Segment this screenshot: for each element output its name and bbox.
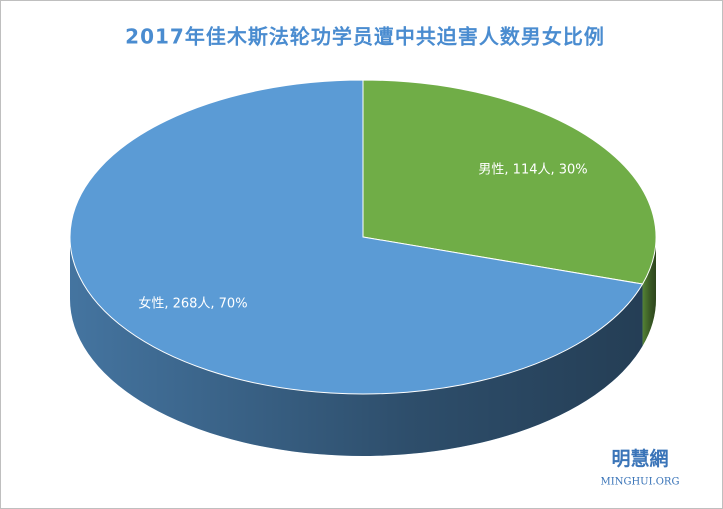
data-label: 男性, 114人, 30% — [478, 163, 587, 178]
pie-side-shade — [70, 237, 643, 456]
pie-side-shade — [642, 237, 656, 347]
watermark-site: MINGHUI.ORG — [601, 477, 680, 488]
pie-slice — [69, 79, 644, 395]
pie-slice — [362, 79, 657, 285]
pie: 男性, 114人, 30% 女性, 268人, 70% — [69, 79, 657, 456]
chart-title: 2017年佳木斯法轮功学员遭中共迫害人数男女比例 — [125, 25, 605, 49]
data-label: 女性, 268人, 70% — [138, 295, 247, 311]
watermark-name: 明慧網 — [611, 447, 668, 470]
